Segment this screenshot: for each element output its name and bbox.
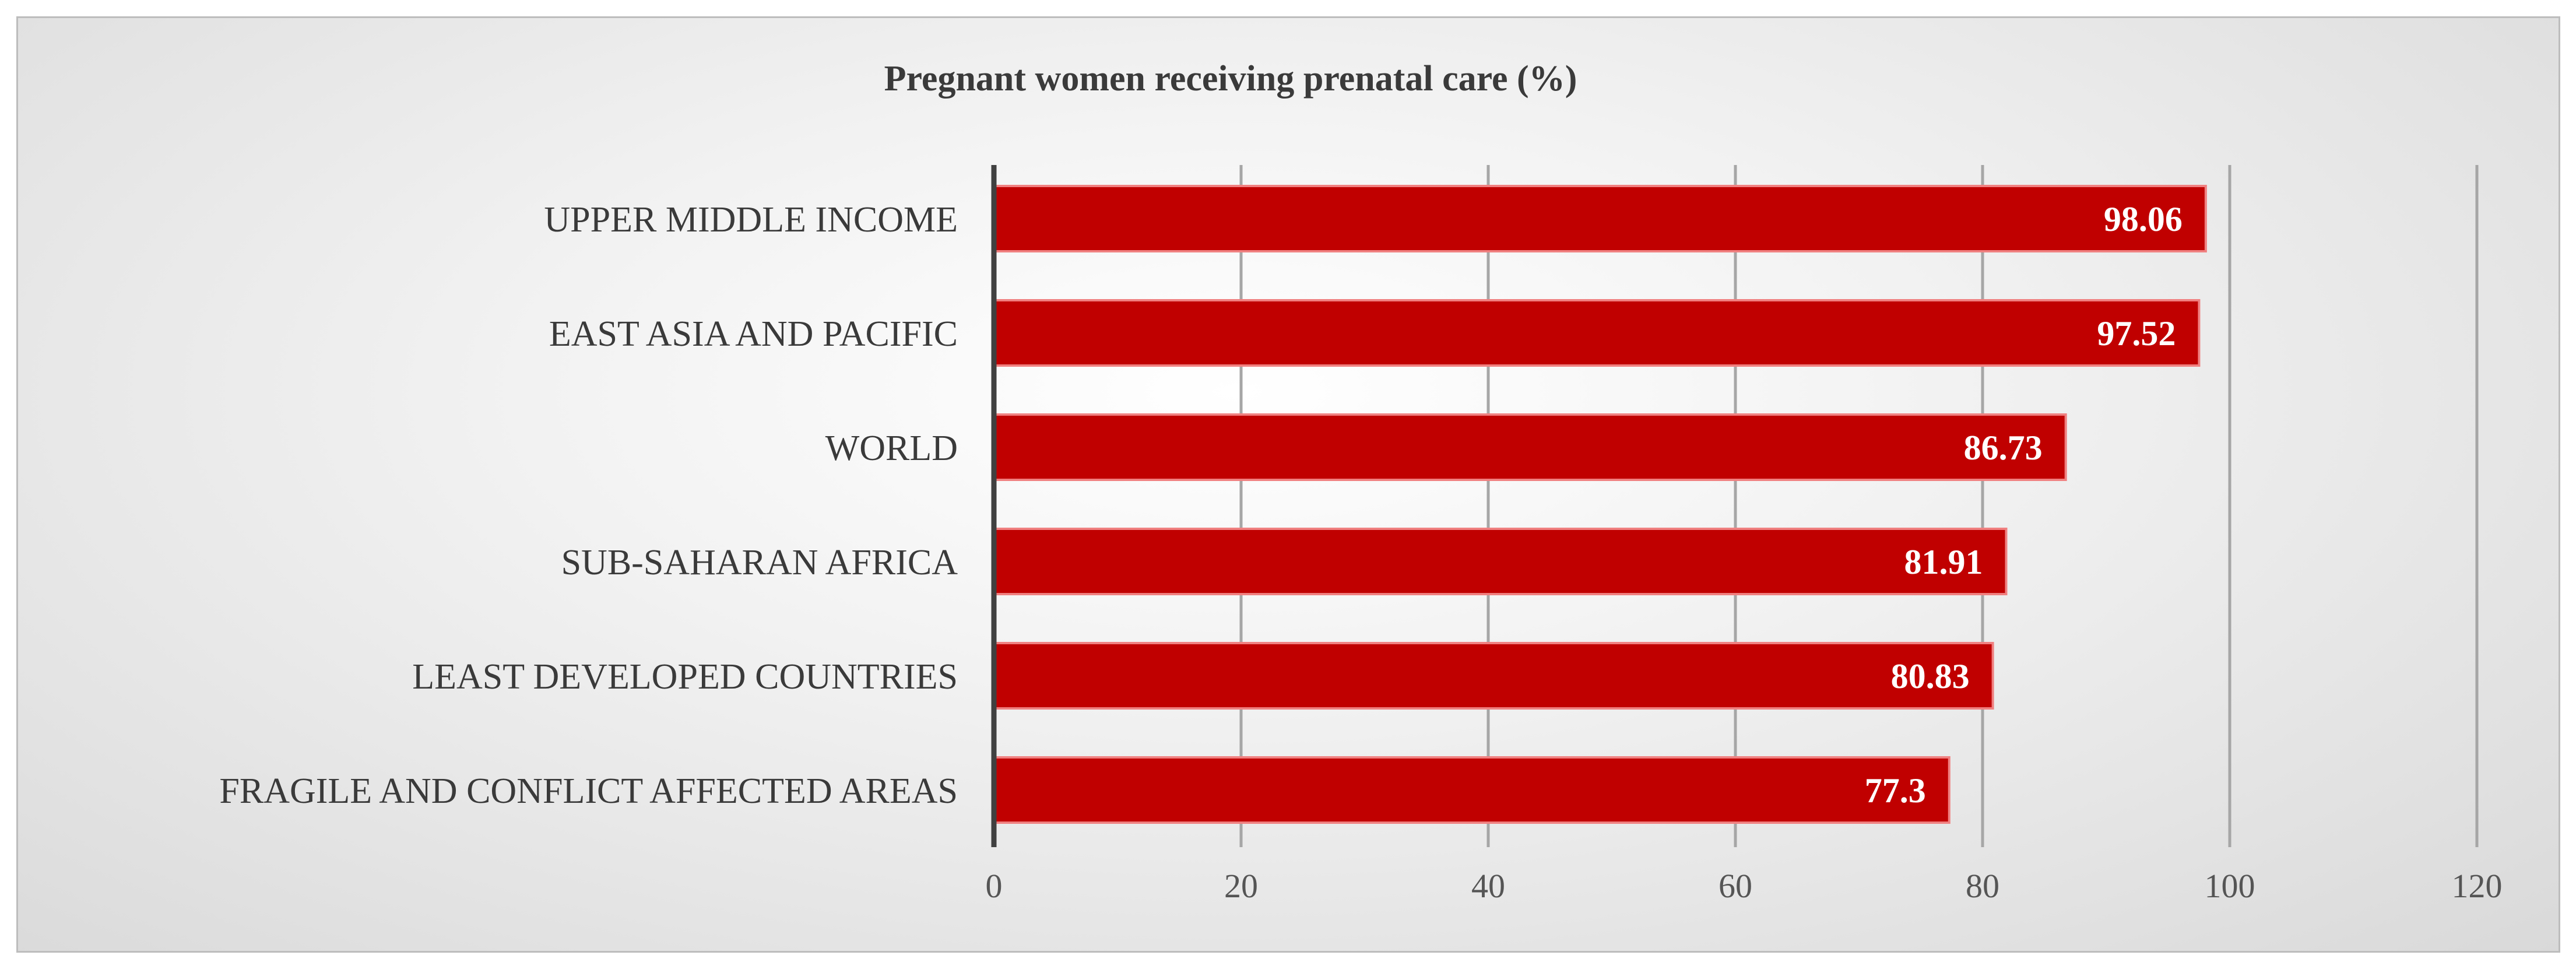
x-tick-label: 80: [1966, 867, 1999, 905]
category-label: FRAGILE AND CONFLICT AFFECTED AREAS: [219, 771, 958, 811]
bars: 98.06 97.52 86.73 81.91 80.83 77.3: [993, 185, 2207, 824]
bar-value-label: 81.91: [1904, 543, 1983, 581]
bar-chart: Pregnant women receiving prenatal care (…: [219, 59, 2503, 905]
x-tick-label: 20: [1224, 867, 1258, 905]
bar-value-label: 86.73: [1964, 429, 2043, 467]
x-tick-label: 100: [2205, 867, 2255, 905]
bar: [993, 413, 2067, 481]
bar: [993, 642, 1994, 710]
bar: [993, 185, 2207, 252]
category-labels: UPPER MIDDLE INCOME EAST ASIA AND PACIFIC…: [219, 200, 958, 811]
bar-value-label: 98.06: [2104, 200, 2183, 238]
chart-title: Pregnant women receiving prenatal care (…: [884, 59, 1577, 99]
x-tick-label: 120: [2452, 867, 2503, 905]
category-label: WORLD: [825, 429, 958, 468]
x-axis-ticks: 0 20 40 60 80 100 120: [986, 867, 2503, 905]
bar-value-label: 80.83: [1891, 657, 1970, 696]
bar-value-label: 77.3: [1865, 771, 1926, 810]
gridlines: [1239, 165, 2479, 847]
category-label: UPPER MIDDLE INCOME: [544, 200, 958, 240]
bar: [993, 528, 2008, 595]
category-label: SUB-SAHARAN AFRICA: [561, 543, 958, 582]
bar: [993, 756, 1951, 824]
category-label: EAST ASIA AND PACIFIC: [549, 314, 958, 354]
x-tick-label: 40: [1471, 867, 1505, 905]
bar: [993, 299, 2201, 367]
bar-value-label: 97.52: [2097, 314, 2176, 353]
x-tick-label: 0: [986, 867, 1003, 905]
x-tick-label: 60: [1718, 867, 1752, 905]
category-label: LEAST DEVELOPED COUNTRIES: [412, 657, 958, 697]
chart-area: Pregnant women receiving prenatal care (…: [16, 16, 2560, 953]
